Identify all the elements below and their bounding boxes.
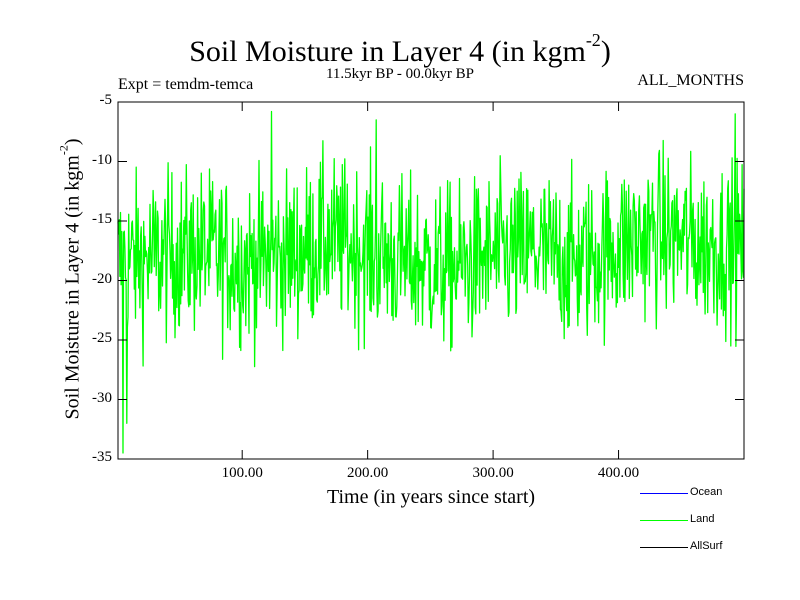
y-axis-label-text: Soil Moisture in Layer 4 (in kgm — [61, 155, 84, 420]
x-tick-label: 400.00 — [597, 465, 640, 481]
legend-label-land: Land — [690, 513, 715, 525]
y-tick-label: -5 — [99, 92, 113, 108]
months-label: ALL_MONTHS — [637, 72, 744, 89]
x-tick-label: 100.00 — [221, 465, 263, 481]
y-tick-label: -20 — [92, 270, 112, 287]
y-tick-label: -25 — [92, 330, 112, 346]
y-tick-label: -30 — [92, 389, 112, 406]
chart-title-end: ) — [600, 35, 611, 68]
y-axis-label-superscript: -2 — [56, 145, 71, 156]
x-tick-label: 200.00 — [347, 465, 389, 481]
y-axis-label-end: ) — [61, 138, 84, 146]
legend-swatch-land — [640, 520, 688, 521]
chart-title: Soil Moisture in Layer 4 (in kgm-2) — [0, 30, 800, 69]
y-tick-label: -10 — [92, 151, 112, 168]
chart-title-text: Soil Moisture in Layer 4 (in kgm — [189, 35, 586, 68]
legend-label-ocean: Ocean — [690, 486, 723, 498]
tick-layer — [118, 101, 744, 460]
x-tick-label: 300.00 — [472, 465, 514, 481]
legend-swatch-ocean — [640, 493, 688, 494]
x-axis-label: Time (in years since start) — [326, 486, 536, 508]
series-line-land — [117, 110, 745, 454]
y-tick-label: -35 — [92, 449, 112, 465]
series-layer — [117, 110, 745, 454]
y-tick-label: -15 — [92, 211, 112, 227]
legend-label-allsurf: AllSurf — [690, 540, 723, 552]
plot-frame — [117, 101, 745, 460]
chart-subtitle: 11.5kyr BP - 00.0kyr BP — [325, 66, 475, 82]
legend-swatch-allsurf — [640, 547, 688, 548]
y-axis-label: Soil Moisture in Layer 4 (in kgm-2) — [56, 138, 85, 420]
chart-title-superscript: -2 — [585, 30, 601, 50]
experiment-label: Expt = temdm-temca — [118, 76, 254, 93]
